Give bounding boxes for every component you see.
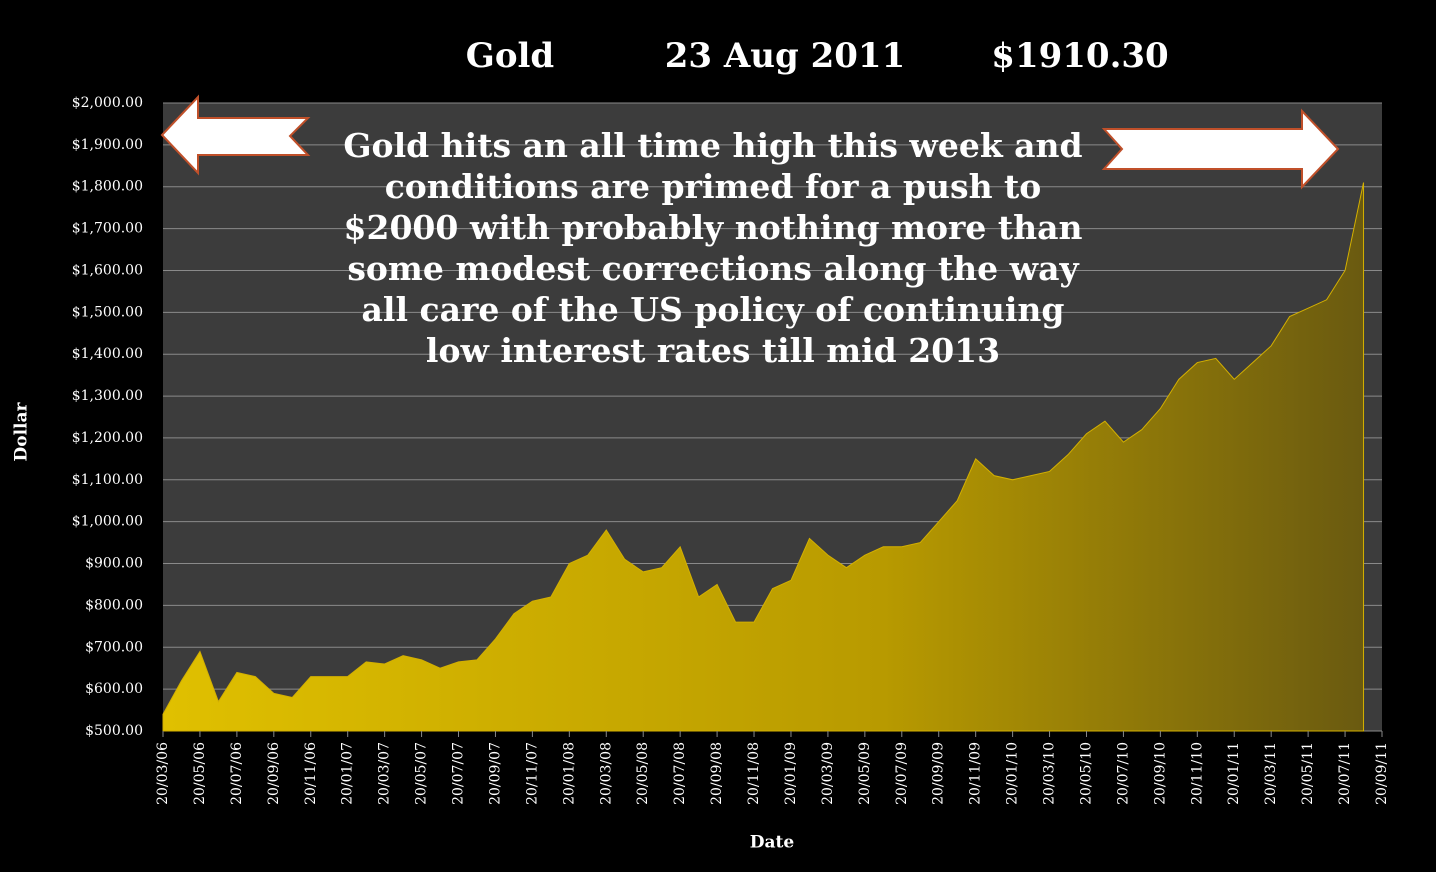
y-tick-label: $600.00 bbox=[85, 681, 143, 697]
x-tick-label: 20/09/08 bbox=[709, 742, 725, 805]
y-tick-label: $1,500.00 bbox=[72, 304, 143, 320]
x-tick-label: 20/05/10 bbox=[1078, 742, 1094, 805]
x-tick-label: 20/07/08 bbox=[672, 742, 688, 805]
y-tick-label: $800.00 bbox=[85, 597, 143, 613]
y-tick-label: $1,400.00 bbox=[72, 346, 143, 362]
x-tick-label: 20/07/10 bbox=[1115, 742, 1131, 805]
x-tick-label: 20/11/10 bbox=[1189, 742, 1205, 805]
x-tick-label: 20/01/08 bbox=[561, 742, 577, 805]
annotation-line: low interest rates till mid 2013 bbox=[426, 331, 1000, 370]
y-tick-label: $900.00 bbox=[85, 556, 143, 572]
x-tick-label: 20/11/06 bbox=[303, 742, 319, 805]
y-tick-label: $1,600.00 bbox=[72, 262, 143, 278]
annotation-line: $2000 with probably nothing more than bbox=[344, 208, 1083, 247]
y-tick-label: $1,100.00 bbox=[72, 472, 143, 488]
y-tick-label: $1,300.00 bbox=[72, 388, 143, 404]
x-tick-label: 20/07/11 bbox=[1337, 742, 1353, 805]
annotation-line: all care of the US policy of continuing bbox=[362, 290, 1065, 329]
x-tick-label: 20/05/07 bbox=[414, 742, 430, 805]
x-tick-label: 20/03/11 bbox=[1263, 742, 1279, 805]
y-tick-label: $2,000.00 bbox=[72, 95, 143, 111]
annotation-line: some modest corrections along the way bbox=[347, 249, 1079, 288]
arrow-right bbox=[1101, 108, 1340, 190]
x-tick-label: 20/05/09 bbox=[857, 742, 873, 805]
x-tick-label: 20/07/06 bbox=[229, 742, 245, 805]
x-tick-label: 20/01/07 bbox=[340, 742, 356, 805]
y-tick-label: $700.00 bbox=[85, 639, 143, 655]
x-tick-label: 20/11/08 bbox=[746, 742, 762, 805]
x-tick-label: 20/09/10 bbox=[1152, 742, 1168, 805]
x-tick-label: 20/09/06 bbox=[266, 742, 282, 805]
y-tick-label: $1,900.00 bbox=[72, 137, 143, 153]
annotation-line: Gold hits an all time high this week and bbox=[343, 126, 1082, 165]
x-tick-label: 20/03/10 bbox=[1042, 742, 1058, 805]
chart-title: Gold bbox=[466, 36, 554, 76]
y-tick-label: $1,200.00 bbox=[72, 430, 143, 446]
y-tick-label: $1,800.00 bbox=[72, 179, 143, 195]
x-tick-label: 20/01/11 bbox=[1226, 742, 1242, 805]
x-tick-label: 20/05/11 bbox=[1300, 742, 1316, 805]
x-tick-label: 20/05/08 bbox=[635, 742, 651, 805]
x-tick-label: 20/09/07 bbox=[487, 742, 503, 805]
y-tick-label: $1,700.00 bbox=[72, 221, 143, 237]
x-tick-label: 20/03/07 bbox=[377, 742, 393, 805]
x-tick-label: 20/03/09 bbox=[820, 742, 836, 805]
x-tick-label: 20/11/09 bbox=[968, 742, 984, 805]
x-tick-label: 20/07/09 bbox=[894, 742, 910, 805]
y-tick-label: $500.00 bbox=[85, 723, 143, 739]
x-tick-label: 20/11/07 bbox=[524, 742, 540, 805]
x-tick-label: 20/09/09 bbox=[931, 742, 947, 805]
x-tick-label: 20/01/09 bbox=[783, 742, 799, 805]
title-price: $1910.30 bbox=[991, 36, 1168, 76]
x-tick-label: 20/05/06 bbox=[192, 742, 208, 805]
arrow-left bbox=[160, 94, 311, 176]
x-tick-label: 20/07/07 bbox=[451, 742, 467, 805]
annotation-line: conditions are primed for a push to bbox=[385, 167, 1042, 206]
area bbox=[162, 182, 1365, 732]
x-tick-label: 20/03/06 bbox=[155, 742, 171, 805]
x-tick-label: 20/01/10 bbox=[1005, 742, 1021, 805]
y-axis-label: Dollar bbox=[12, 401, 32, 461]
x-tick-label: 20/03/08 bbox=[598, 742, 614, 805]
y-tick-label: $1,000.00 bbox=[72, 514, 143, 530]
x-axis-label: Date bbox=[750, 833, 795, 853]
title-date: 23 Aug 2011 bbox=[665, 36, 906, 76]
x-tick-label: 20/09/11 bbox=[1374, 742, 1390, 805]
